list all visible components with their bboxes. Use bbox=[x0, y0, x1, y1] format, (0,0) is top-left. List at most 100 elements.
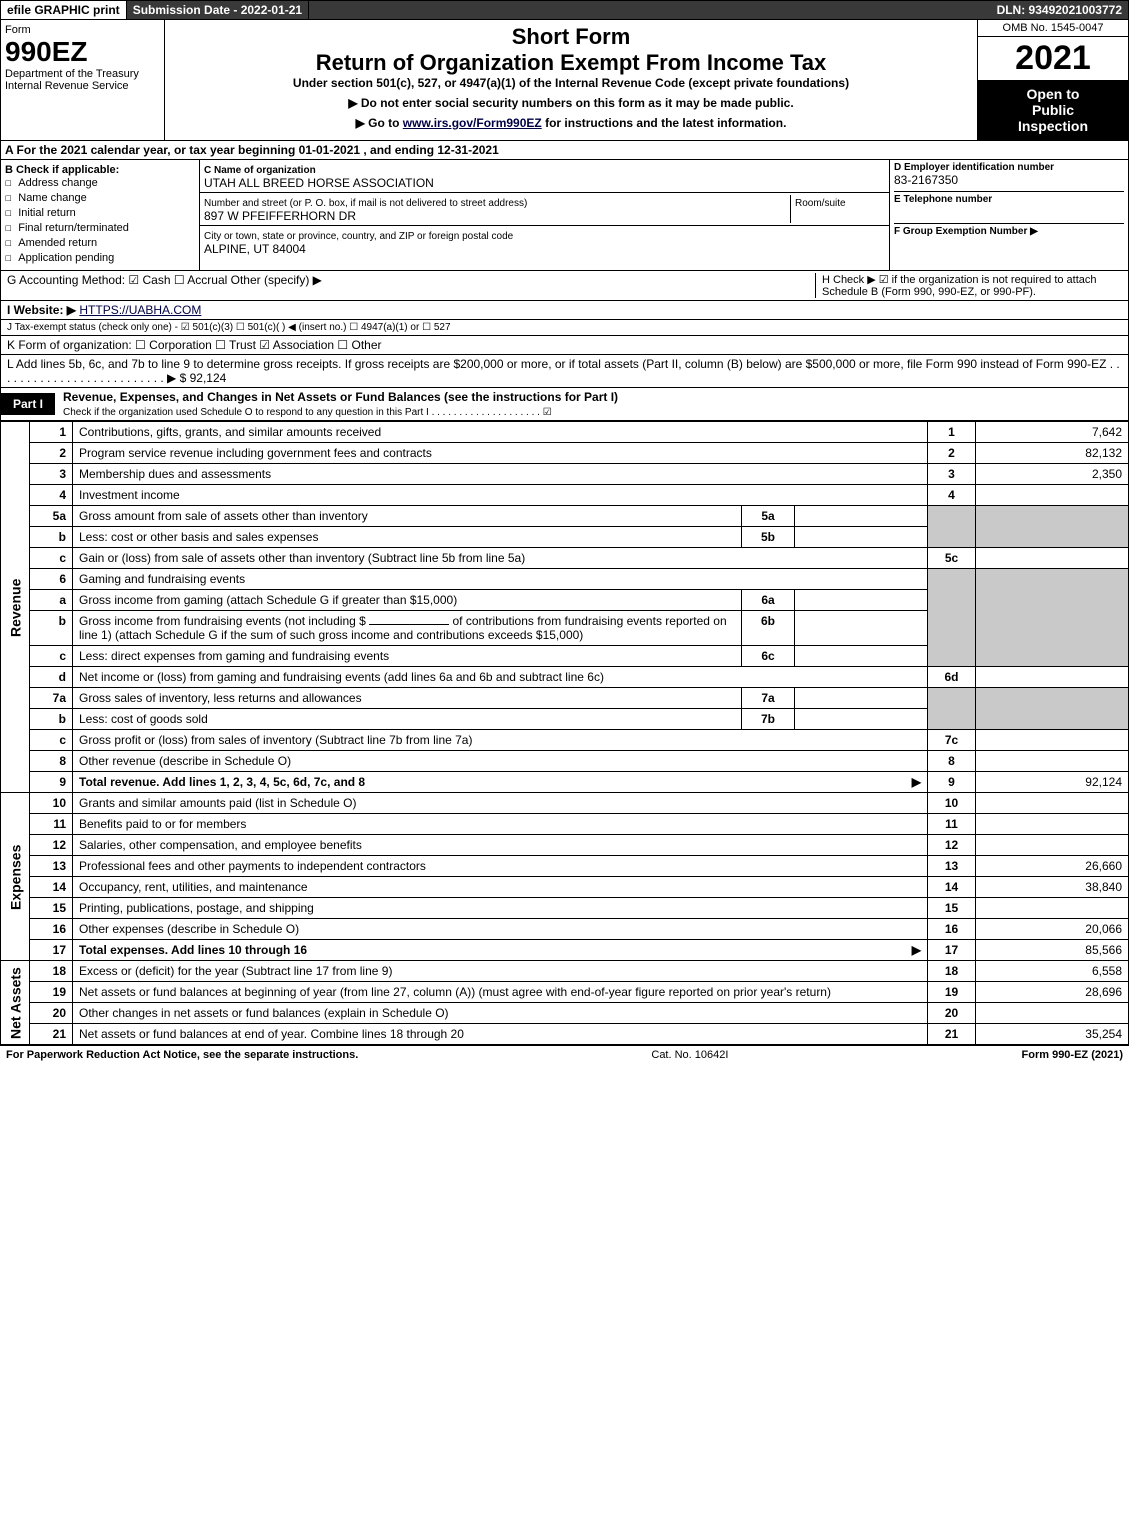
line-6b-subval bbox=[795, 611, 928, 646]
ein-value: 83-2167350 bbox=[894, 173, 1124, 187]
expenses-side-label: Expenses bbox=[1, 793, 30, 961]
chk-address-change[interactable]: ☐ Address change bbox=[5, 176, 195, 189]
col-b-header: B Check if applicable: bbox=[5, 164, 195, 176]
line-10-value bbox=[976, 793, 1129, 814]
line-5a-subval bbox=[795, 506, 928, 527]
title-box: Short Form Return of Organization Exempt… bbox=[165, 20, 977, 140]
part-i-header: Part I Revenue, Expenses, and Changes in… bbox=[0, 388, 1129, 421]
form-number-box: Form 990EZ Department of the Treasury In… bbox=[1, 20, 165, 140]
line-l-gross-receipts: L Add lines 5b, 6c, and 7b to line 9 to … bbox=[1, 355, 1128, 387]
net-assets-side-label: Net Assets bbox=[1, 961, 30, 1045]
goto-post: for instructions and the latest informat… bbox=[545, 116, 786, 130]
line-17-value: 85,566 bbox=[976, 940, 1129, 961]
chk-initial-return[interactable]: ☐ Initial return bbox=[5, 206, 195, 219]
line-1-label: Contributions, gifts, grants, and simila… bbox=[73, 422, 928, 443]
under-section: Under section 501(c), 527, or 4947(a)(1)… bbox=[169, 76, 973, 90]
footer-mid: Cat. No. 10642I bbox=[651, 1049, 728, 1061]
line-5c-label: Gain or (loss) from sale of assets other… bbox=[73, 548, 928, 569]
goto-pre: ▶ Go to bbox=[356, 116, 403, 130]
line-8-value bbox=[976, 751, 1129, 772]
line-j-tax-exempt: J Tax-exempt status (check only one) - ☑… bbox=[1, 320, 1128, 336]
line-16-value: 20,066 bbox=[976, 919, 1129, 940]
tax-year: 2021 bbox=[978, 37, 1128, 80]
bullet-ssn: ▶ Do not enter social security numbers o… bbox=[169, 96, 973, 110]
section-a-calendar-year: A For the 2021 calendar year, or tax yea… bbox=[0, 141, 1129, 160]
line-3-value: 2,350 bbox=[976, 464, 1129, 485]
line-20-value bbox=[976, 1003, 1129, 1024]
line-6a-label: Gross income from gaming (attach Schedul… bbox=[73, 590, 742, 611]
line-12-value bbox=[976, 835, 1129, 856]
line-11-value bbox=[976, 814, 1129, 835]
form-header: Form 990EZ Department of the Treasury In… bbox=[0, 20, 1129, 141]
short-form-title: Short Form bbox=[169, 24, 973, 50]
line-18-value: 6,558 bbox=[976, 961, 1129, 982]
mid-rows: G Accounting Method: ☑ Cash ☐ Accrual Ot… bbox=[0, 271, 1129, 388]
dln-label: DLN: 93492021003772 bbox=[991, 1, 1128, 19]
line-14-value: 38,840 bbox=[976, 877, 1129, 898]
line-11-label: Benefits paid to or for members bbox=[73, 814, 928, 835]
line-h-schedule-b: H Check ▶ ☑ if the organization is not r… bbox=[815, 273, 1122, 298]
irs-link[interactable]: www.irs.gov/Form990EZ bbox=[403, 116, 542, 130]
tel-label: E Telephone number bbox=[894, 191, 1124, 205]
org-city: ALPINE, UT 84004 bbox=[204, 242, 306, 256]
line-6b-label: Gross income from fundraising events (no… bbox=[73, 611, 742, 646]
line-17-label: Total expenses. Add lines 10 through 16 … bbox=[73, 940, 928, 961]
line-6c-subval bbox=[795, 646, 928, 667]
line-2-value: 82,132 bbox=[976, 443, 1129, 464]
line-8-label: Other revenue (describe in Schedule O) bbox=[73, 751, 928, 772]
line-7a-label: Gross sales of inventory, less returns a… bbox=[73, 688, 742, 709]
line-6d-label: Net income or (loss) from gaming and fun… bbox=[73, 667, 928, 688]
line-19-label: Net assets or fund balances at beginning… bbox=[73, 982, 928, 1003]
line-21-label: Net assets or fund balances at end of ye… bbox=[73, 1024, 928, 1045]
line-4-value bbox=[976, 485, 1129, 506]
line-5b-label: Less: cost or other basis and sales expe… bbox=[73, 527, 742, 548]
line-g-accounting: G Accounting Method: ☑ Cash ☐ Accrual Ot… bbox=[7, 273, 815, 298]
page-footer: For Paperwork Reduction Act Notice, see … bbox=[0, 1045, 1129, 1064]
line-21-value: 35,254 bbox=[976, 1024, 1129, 1045]
org-address: 897 W PFEIFFERHORN DR bbox=[204, 209, 356, 223]
line-1-value: 7,642 bbox=[976, 422, 1129, 443]
chk-amended-return[interactable]: ☐ Amended return bbox=[5, 236, 195, 249]
line-k-form-org: K Form of organization: ☐ Corporation ☐ … bbox=[1, 336, 1128, 355]
chk-application-pending[interactable]: ☐ Application pending bbox=[5, 251, 195, 264]
line-20-label: Other changes in net assets or fund bala… bbox=[73, 1003, 928, 1024]
chk-final-return[interactable]: ☐ Final return/terminated bbox=[5, 221, 195, 234]
col-c-org-info: C Name of organization UTAH ALL BREED HO… bbox=[200, 160, 889, 270]
line-5b-subval bbox=[795, 527, 928, 548]
addr-label: Number and street (or P. O. box, if mail… bbox=[204, 198, 527, 209]
dept-label: Department of the Treasury Internal Reve… bbox=[5, 68, 160, 92]
line-7c-label: Gross profit or (loss) from sales of inv… bbox=[73, 730, 928, 751]
line-6c-label: Less: direct expenses from gaming and fu… bbox=[73, 646, 742, 667]
efile-label[interactable]: efile GRAPHIC print bbox=[1, 1, 127, 19]
line-12-label: Salaries, other compensation, and employ… bbox=[73, 835, 928, 856]
topbar-fill bbox=[309, 1, 990, 19]
line-13-label: Professional fees and other payments to … bbox=[73, 856, 928, 877]
main-title: Return of Organization Exempt From Incom… bbox=[169, 50, 973, 76]
line-6d-value bbox=[976, 667, 1129, 688]
omb-number: OMB No. 1545-0047 bbox=[978, 20, 1128, 37]
line-19-value: 28,696 bbox=[976, 982, 1129, 1003]
line-7a-subval bbox=[795, 688, 928, 709]
line-9-value: 92,124 bbox=[976, 772, 1129, 793]
line-7b-label: Less: cost of goods sold bbox=[73, 709, 742, 730]
line-15-value bbox=[976, 898, 1129, 919]
revenue-side-label: Revenue bbox=[1, 422, 30, 793]
line-18-label: Excess or (deficit) for the year (Subtra… bbox=[73, 961, 928, 982]
ein-label: D Employer identification number bbox=[894, 162, 1124, 173]
line-5c-value bbox=[976, 548, 1129, 569]
line-9-label: Total revenue. Add lines 1, 2, 3, 4, 5c,… bbox=[73, 772, 928, 793]
line-4-label: Investment income bbox=[73, 485, 928, 506]
part-i-table: Revenue 1 Contributions, gifts, grants, … bbox=[0, 421, 1129, 1045]
open-public-inspection: Open to Public Inspection bbox=[978, 80, 1128, 140]
line-10-label: Grants and similar amounts paid (list in… bbox=[73, 793, 928, 814]
chk-name-change[interactable]: ☐ Name change bbox=[5, 191, 195, 204]
website-link[interactable]: HTTPS://UABHA.COM bbox=[79, 303, 201, 317]
info-block: B Check if applicable: ☐ Address change … bbox=[0, 160, 1129, 271]
line-7b-subval bbox=[795, 709, 928, 730]
form-word: Form bbox=[5, 24, 160, 36]
top-bar: efile GRAPHIC print Submission Date - 20… bbox=[0, 0, 1129, 20]
line-5a-label: Gross amount from sale of assets other t… bbox=[73, 506, 742, 527]
form-number: 990EZ bbox=[5, 36, 160, 68]
footer-right: Form 990-EZ (2021) bbox=[1022, 1049, 1123, 1061]
name-label: C Name of organization bbox=[204, 165, 316, 176]
